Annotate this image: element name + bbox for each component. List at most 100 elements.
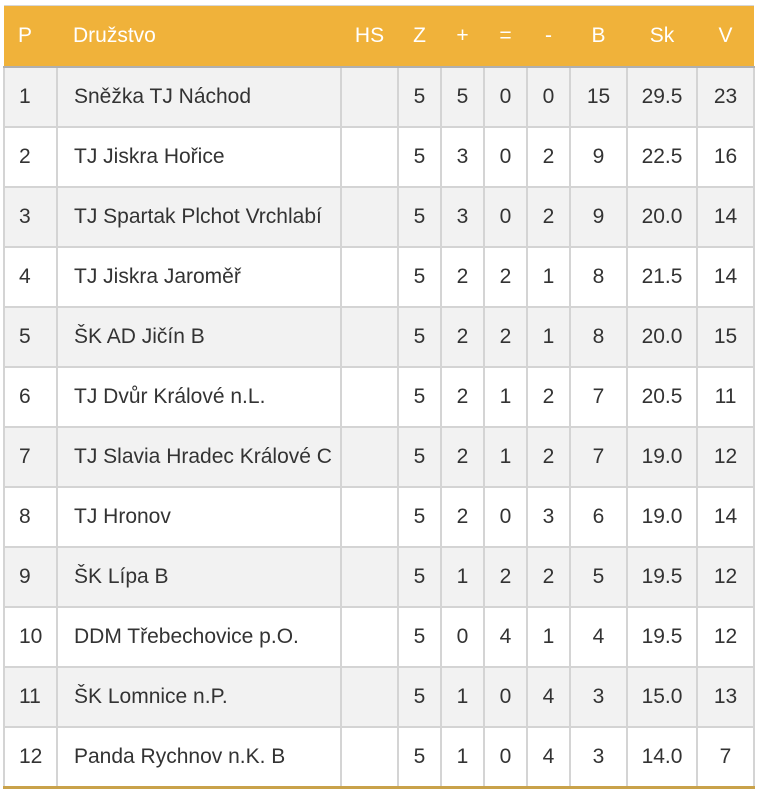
cell-hs xyxy=(340,486,399,548)
cell-v: 12 xyxy=(696,606,755,668)
cell-v: 23 xyxy=(696,66,755,128)
cell-score: 20.0 xyxy=(626,306,698,368)
cell-v: 11 xyxy=(696,366,755,428)
cell-team-name[interactable]: ŠK AD Jičín B xyxy=(56,306,342,368)
cell-points: 5 xyxy=(569,546,628,608)
header-losses[interactable]: - xyxy=(527,5,570,68)
cell-played: 5 xyxy=(397,546,442,608)
header-position[interactable]: P xyxy=(4,5,57,68)
table-row[interactable]: 9 ŠK Lípa B 5 1 2 2 5 19.5 12 xyxy=(3,546,755,608)
cell-played: 5 xyxy=(397,66,442,128)
cell-wins: 5 xyxy=(440,66,485,128)
cell-wins: 1 xyxy=(440,726,485,789)
cell-losses: 1 xyxy=(526,606,571,668)
cell-score: 14.0 xyxy=(626,726,698,789)
cell-played: 5 xyxy=(397,186,442,248)
cell-played: 5 xyxy=(397,486,442,548)
cell-draws: 2 xyxy=(483,546,528,608)
cell-team-name[interactable]: ŠK Lípa B xyxy=(56,546,342,608)
cell-team-name[interactable]: DDM Třebechovice p.O. xyxy=(56,606,342,668)
cell-losses: 0 xyxy=(526,66,571,128)
header-v[interactable]: V xyxy=(697,5,754,68)
cell-points: 3 xyxy=(569,726,628,789)
cell-hs xyxy=(340,126,399,188)
cell-wins: 2 xyxy=(440,246,485,308)
cell-team-name[interactable]: TJ Dvůr Králové n.L. xyxy=(56,366,342,428)
cell-draws: 1 xyxy=(483,426,528,488)
header-row: P Družstvo HS Z + = - B Sk V xyxy=(4,5,754,68)
cell-position: 11 xyxy=(3,666,58,728)
cell-position: 5 xyxy=(3,306,58,368)
cell-draws: 2 xyxy=(483,246,528,308)
header-played[interactable]: Z xyxy=(398,5,441,68)
cell-hs xyxy=(340,306,399,368)
cell-position: 9 xyxy=(3,546,58,608)
cell-team-name[interactable]: Sněžka TJ Náchod xyxy=(56,66,342,128)
cell-team-name[interactable]: Panda Rychnov n.K. B xyxy=(56,726,342,789)
cell-v: 14 xyxy=(696,246,755,308)
cell-score: 20.0 xyxy=(626,186,698,248)
cell-points: 8 xyxy=(569,246,628,308)
table-row[interactable]: 1 Sněžka TJ Náchod 5 5 0 0 15 29.5 23 xyxy=(3,66,755,128)
cell-losses: 1 xyxy=(526,246,571,308)
table-row[interactable]: 8 TJ Hronov 5 2 0 3 6 19.0 14 xyxy=(3,486,755,548)
cell-score: 15.0 xyxy=(626,666,698,728)
table-row[interactable]: 6 TJ Dvůr Králové n.L. 5 2 1 2 7 20.5 11 xyxy=(3,366,755,428)
header-hs[interactable]: HS xyxy=(341,5,398,68)
cell-position: 3 xyxy=(3,186,58,248)
table-row[interactable]: 4 TJ Jiskra Jaroměř 5 2 2 1 8 21.5 14 xyxy=(3,246,755,308)
table-row[interactable]: 5 ŠK AD Jičín B 5 2 2 1 8 20.0 15 xyxy=(3,306,755,368)
cell-losses: 2 xyxy=(526,186,571,248)
cell-hs xyxy=(340,66,399,128)
cell-losses: 4 xyxy=(526,726,571,789)
cell-played: 5 xyxy=(397,126,442,188)
table-row[interactable]: 11 ŠK Lomnice n.P. 5 1 0 4 3 15.0 13 xyxy=(3,666,755,728)
cell-team-name[interactable]: TJ Spartak Plchot Vrchlabí xyxy=(56,186,342,248)
table-row[interactable]: 7 TJ Slavia Hradec Králové C 5 2 1 2 7 19.0 12 xyxy=(3,426,755,488)
table-row[interactable]: 10 DDM Třebechovice p.O. 5 0 4 1 4 19.5 12 xyxy=(3,606,755,668)
cell-wins: 1 xyxy=(440,666,485,728)
cell-wins: 1 xyxy=(440,546,485,608)
cell-draws: 4 xyxy=(483,606,528,668)
cell-played: 5 xyxy=(397,246,442,308)
cell-team-name[interactable]: ŠK Lomnice n.P. xyxy=(56,666,342,728)
cell-hs xyxy=(340,186,399,248)
cell-losses: 2 xyxy=(526,366,571,428)
cell-score: 19.5 xyxy=(626,546,698,608)
cell-draws: 0 xyxy=(483,486,528,548)
cell-position: 7 xyxy=(3,426,58,488)
cell-v: 7 xyxy=(696,726,755,789)
cell-played: 5 xyxy=(397,666,442,728)
cell-wins: 2 xyxy=(440,426,485,488)
cell-team-name[interactable]: TJ Slavia Hradec Králové C xyxy=(56,426,342,488)
cell-v: 15 xyxy=(696,306,755,368)
cell-draws: 2 xyxy=(483,306,528,368)
header-wins[interactable]: + xyxy=(441,5,484,68)
cell-draws: 0 xyxy=(483,726,528,789)
header-score[interactable]: Sk xyxy=(627,5,697,68)
cell-position: 4 xyxy=(3,246,58,308)
table-row[interactable]: 12 Panda Rychnov n.K. B 5 1 0 4 3 14.0 7 xyxy=(3,726,755,789)
cell-team-name[interactable]: TJ Jiskra Hořice xyxy=(56,126,342,188)
table-row[interactable]: 2 TJ Jiskra Hořice 5 3 0 2 9 22.5 16 xyxy=(3,126,755,188)
header-draws[interactable]: = xyxy=(484,5,527,68)
cell-played: 5 xyxy=(397,306,442,368)
table-header: P Družstvo HS Z + = - B Sk V xyxy=(4,5,754,68)
cell-position: 6 xyxy=(3,366,58,428)
cell-position: 2 xyxy=(3,126,58,188)
cell-hs xyxy=(340,546,399,608)
cell-team-name[interactable]: TJ Jiskra Jaroměř xyxy=(56,246,342,308)
cell-hs xyxy=(340,606,399,668)
cell-points: 8 xyxy=(569,306,628,368)
cell-team-name[interactable]: TJ Hronov xyxy=(56,486,342,548)
cell-played: 5 xyxy=(397,426,442,488)
cell-draws: 0 xyxy=(483,66,528,128)
cell-hs xyxy=(340,366,399,428)
table-body: 1 Sněžka TJ Náchod 5 5 0 0 15 29.5 23 2 TJ Jiskra … xyxy=(3,66,755,789)
table-row[interactable]: 3 TJ Spartak Plchot Vrchlabí 5 3 0 2 9 20.0 14 xyxy=(3,186,755,248)
cell-v: 16 xyxy=(696,126,755,188)
header-points[interactable]: B xyxy=(570,5,627,68)
cell-wins: 0 xyxy=(440,606,485,668)
cell-score: 20.5 xyxy=(626,366,698,428)
header-team[interactable]: Družstvo xyxy=(57,5,341,68)
